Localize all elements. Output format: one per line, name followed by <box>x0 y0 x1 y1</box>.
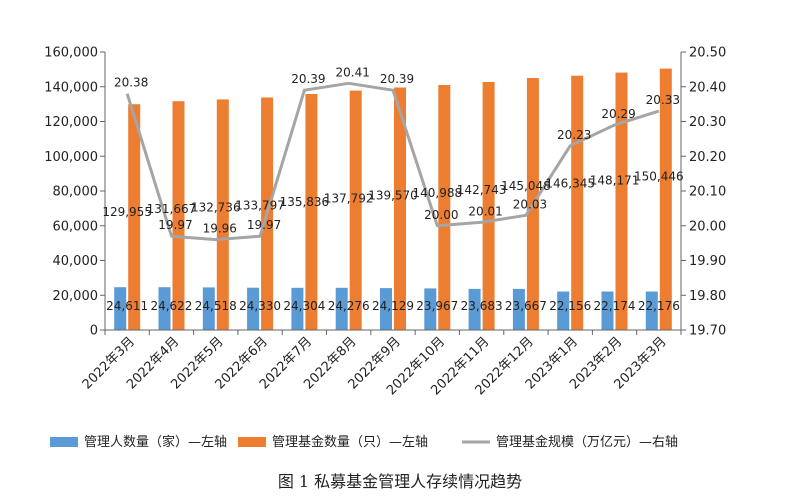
right-tick-label: 19.90 <box>689 254 726 269</box>
data-label-manager: 24,622 <box>150 299 192 313</box>
bar-fund-count <box>128 104 141 330</box>
bar-manager-count <box>512 288 525 330</box>
data-label-fund: 129,955 <box>102 205 152 219</box>
data-label-scale: 20.03 <box>513 197 547 211</box>
bar-fund-count <box>615 72 628 330</box>
data-label-manager: 24,304 <box>283 299 325 313</box>
right-tick-label: 19.80 <box>689 289 726 304</box>
bar-fund-count <box>349 90 362 330</box>
left-tick-label: 80,000 <box>53 185 99 200</box>
bar-manager-count <box>468 288 481 330</box>
left-tick-label: 100,000 <box>44 150 98 165</box>
data-label-manager: 22,156 <box>549 299 591 313</box>
data-label-scale: 20.41 <box>336 65 370 79</box>
data-label-scale: 20.23 <box>557 128 591 142</box>
figure-caption: 图 1 私募基金管理人存续情况趋势 <box>278 472 522 491</box>
left-tick-label: 20,000 <box>53 289 99 304</box>
data-label-fund: 133,797 <box>235 199 285 213</box>
left-tick-label: 40,000 <box>53 254 99 269</box>
bar-fund-count <box>482 82 495 330</box>
line-layer <box>125 81 660 242</box>
bar-manager-count <box>335 287 348 330</box>
bar-fund-count <box>659 68 672 330</box>
bar-manager-count <box>158 287 171 330</box>
bar-manager-count <box>601 291 614 330</box>
line-fund-scale <box>125 81 660 242</box>
bar-fund-count <box>172 101 185 330</box>
left-tick-label: 0 <box>90 324 98 339</box>
bar-manager-count <box>202 287 215 330</box>
data-label-manager: 24,129 <box>372 299 414 313</box>
data-label-manager: 24,611 <box>106 299 148 313</box>
data-label-scale: 20.33 <box>646 93 680 107</box>
bar-manager-count <box>114 287 127 330</box>
bar-manager-count <box>380 288 392 330</box>
data-label-scale: 19.97 <box>247 218 281 232</box>
data-label-fund: 140,988 <box>412 186 462 200</box>
data-label-manager: 22,174 <box>594 299 636 313</box>
right-tick-label: 20.10 <box>689 185 726 200</box>
legend-item-manager-count-label: 管理人数量（家）—左轴 <box>84 434 227 450</box>
data-label-scale: 20.00 <box>424 208 458 222</box>
right-tick-label: 20.00 <box>689 219 726 234</box>
data-label-manager: 24,518 <box>195 299 237 313</box>
right-tick-label: 19.70 <box>689 324 726 339</box>
bar-fund-count <box>571 75 584 330</box>
bar-manager-count <box>291 287 304 330</box>
data-label-scale: 19.97 <box>158 218 192 232</box>
data-label-fund: 145,048 <box>501 179 551 193</box>
bar-fund-count <box>305 94 318 330</box>
data-label-manager: 24,330 <box>239 299 281 313</box>
data-label-fund: 135,836 <box>280 195 330 209</box>
data-label-scale: 20.01 <box>468 204 502 218</box>
data-label-fund: 148,171 <box>590 174 640 188</box>
bar-manager-count <box>645 291 658 330</box>
bar-manager-count <box>247 287 260 330</box>
legend-item-fund-scale-label: 管理基金规模（万亿元）—右轴 <box>496 434 678 450</box>
data-label-scale: 20.38 <box>114 76 148 90</box>
data-label-scale: 20.39 <box>380 72 414 86</box>
left-tick-label: 60,000 <box>53 219 99 234</box>
bars-layer <box>114 68 672 331</box>
data-label-manager: 23,683 <box>461 299 503 313</box>
data-label-fund: 146,345 <box>545 177 595 191</box>
left-tick-label: 140,000 <box>44 80 98 95</box>
left-tick-label: 160,000 <box>44 46 98 61</box>
data-labels-layer: 24,611 129,955 20.38 24,622 131,667 19.97 24,5… <box>102 65 683 313</box>
left-tick-label: 120,000 <box>44 115 98 130</box>
data-label-manager: 23,967 <box>416 299 458 313</box>
bar-fund-count <box>216 99 229 331</box>
data-label-fund: 150,446 <box>634 170 684 184</box>
data-label-fund: 139,570 <box>368 188 418 202</box>
data-label-manager: 23,667 <box>505 299 547 313</box>
data-label-fund: 132,736 <box>191 200 241 214</box>
right-tick-label: 20.30 <box>689 115 726 130</box>
bar-manager-count <box>424 288 437 330</box>
data-label-fund: 142,743 <box>457 183 507 197</box>
bar-fund-count <box>394 87 406 330</box>
data-label-fund: 137,792 <box>324 192 374 206</box>
right-tick-label: 20.40 <box>689 80 726 95</box>
data-label-manager: 24,276 <box>328 299 370 313</box>
legend-item-fund-count-label: 管理基金数量（只）—左轴 <box>272 434 428 450</box>
data-label-scale: 19.96 <box>203 222 237 236</box>
bar-fund-count <box>438 85 451 330</box>
legend-item-fund-count-swatch <box>238 437 266 447</box>
right-tick-label: 20.20 <box>689 150 726 165</box>
right-tick-label: 20.50 <box>689 46 726 61</box>
data-label-fund: 131,667 <box>147 202 197 216</box>
legend: 管理人数量（家）—左轴 管理基金数量（只）—左轴 管理基金规模（万亿元）—右轴 <box>50 434 678 450</box>
bar-manager-count <box>557 291 570 330</box>
data-label-manager: 22,176 <box>638 299 680 313</box>
data-label-scale: 20.39 <box>291 72 325 86</box>
data-label-scale: 20.29 <box>601 107 635 121</box>
legend-item-manager-count-swatch <box>50 437 78 447</box>
